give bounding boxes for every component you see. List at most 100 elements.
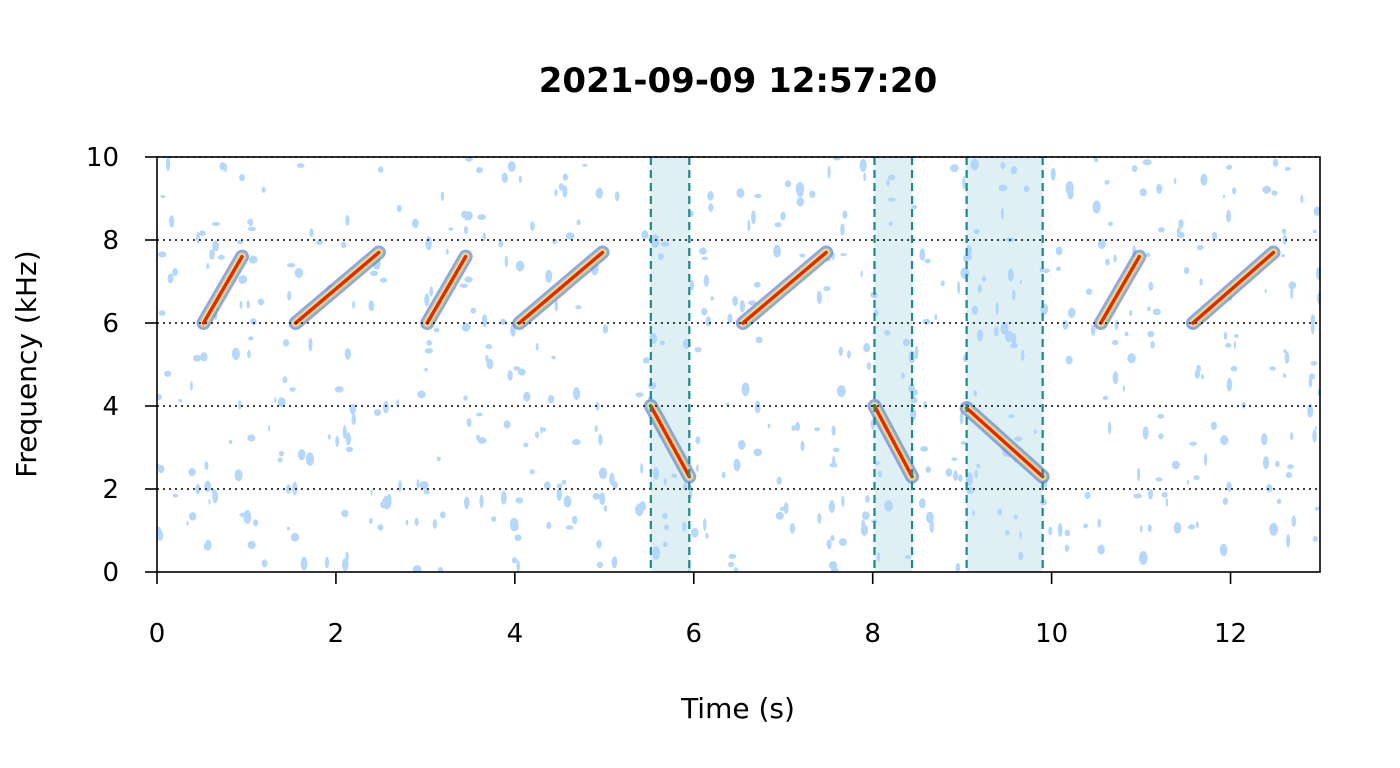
noise-speck (292, 481, 298, 496)
noise-speck (635, 505, 641, 511)
noise-speck (902, 338, 911, 347)
call-mark (735, 245, 834, 330)
noise-speck (1085, 288, 1093, 296)
noise-speck (582, 163, 588, 167)
noise-speck (503, 420, 511, 429)
noise-speck (448, 227, 454, 231)
noise-speck (1112, 371, 1119, 385)
noise-speck (464, 211, 473, 221)
noise-speck (1308, 377, 1313, 388)
x-tick-label: 10 (1035, 619, 1068, 649)
noise-speck (736, 188, 745, 198)
noise-speck (925, 466, 931, 473)
noise-speck (1225, 342, 1232, 348)
noise-speck (523, 442, 529, 448)
noise-speck (287, 290, 292, 301)
noise-speck (945, 468, 953, 477)
noise-speck (290, 532, 300, 542)
x-tick-label: 8 (864, 619, 881, 649)
noise-speck (309, 228, 314, 238)
noise-speck (865, 495, 870, 503)
noise-speck (663, 524, 670, 531)
noise-speck (779, 506, 786, 511)
noise-speck (1200, 374, 1205, 380)
noise-speck (324, 556, 330, 569)
noise-speck (544, 481, 551, 490)
noise-speck (565, 525, 574, 530)
noise-speck (199, 230, 206, 236)
noise-speck (157, 393, 163, 401)
noise-speck (1262, 456, 1270, 470)
noise-speck (1157, 413, 1165, 419)
noise-speck (465, 157, 473, 162)
noise-speck (1189, 441, 1198, 446)
noise-speck (701, 256, 708, 261)
noise-speck (157, 529, 164, 542)
y-tick-label: 8 (102, 226, 119, 256)
noise-speck (335, 435, 340, 448)
noise-speck (178, 398, 183, 403)
noise-speck (973, 389, 977, 397)
noise-speck (217, 254, 225, 260)
noise-speck (951, 457, 958, 462)
noise-speck (189, 381, 193, 391)
noise-speck (1337, 557, 1341, 571)
noise-speck (1062, 320, 1069, 330)
noise-speck (551, 355, 556, 360)
noise-speck (1064, 529, 1071, 537)
y-tick-label: 2 (102, 475, 119, 505)
noise-speck (1284, 166, 1291, 171)
noise-speck (602, 324, 609, 334)
noise-speck (710, 296, 715, 301)
noise-speck (414, 517, 419, 527)
noise-speck (436, 456, 441, 462)
noise-speck (977, 284, 982, 294)
noise-speck (542, 427, 547, 432)
noise-speck (398, 480, 402, 493)
call-core-contour (293, 250, 381, 325)
noise-speck (1223, 331, 1228, 340)
noise-speck (829, 462, 838, 468)
noise-speck (1157, 227, 1165, 233)
noise-speck (426, 340, 433, 346)
noise-speck (1107, 421, 1112, 435)
noise-speck (1200, 173, 1208, 186)
noise-speck (518, 175, 523, 184)
noise-speck (1092, 200, 1101, 214)
noise-speck (234, 469, 243, 482)
noise-speck (193, 354, 202, 362)
noise-speck (204, 539, 212, 551)
noise-speck (432, 518, 437, 529)
noise-speck (957, 474, 963, 482)
x-tick-label: 12 (1214, 619, 1247, 649)
noise-speck (981, 276, 987, 282)
noise-speck (1097, 518, 1102, 528)
noise-speck (922, 318, 931, 325)
noise-speck (1231, 187, 1237, 195)
noise-speck (377, 524, 384, 531)
y-tick-label: 10 (86, 143, 119, 173)
x-tick-label: 6 (685, 619, 702, 649)
noise-speck (993, 326, 999, 337)
noise-speck (1129, 310, 1133, 317)
call-mark (420, 249, 473, 330)
noise-speck (911, 204, 918, 210)
noise-speck (1219, 543, 1228, 557)
noise-speck (974, 469, 978, 479)
noise-speck (826, 539, 832, 550)
noise-speck (165, 157, 171, 171)
noise-speck (515, 260, 525, 272)
noise-speck (1145, 252, 1151, 258)
highlight-band (874, 157, 913, 572)
noise-speck (243, 510, 252, 524)
noise-speck (1008, 414, 1015, 419)
noise-speck (924, 258, 931, 264)
noise-speck (598, 467, 608, 480)
noise-speck (498, 239, 504, 248)
noise-speck (963, 255, 968, 263)
noise-speck (1056, 266, 1062, 272)
noise-speck (1033, 429, 1037, 435)
noise-speck (1286, 534, 1291, 548)
noise-speck (1048, 526, 1053, 536)
noise-speck (1335, 242, 1340, 252)
